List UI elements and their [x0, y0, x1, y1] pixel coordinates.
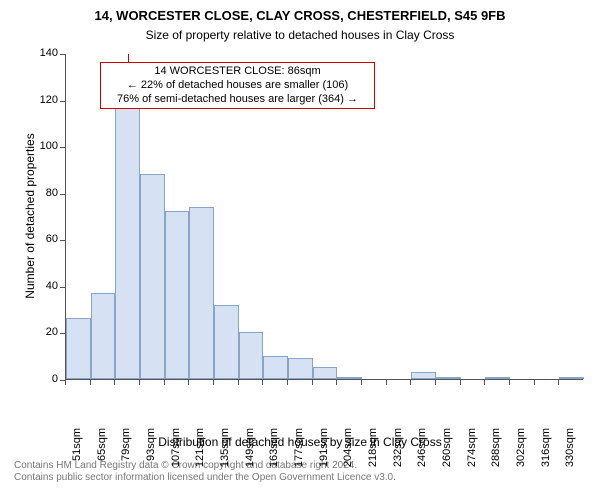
x-tick-mark	[90, 380, 91, 385]
x-tick-mark	[114, 380, 115, 385]
x-tick-label: 274sqm	[466, 428, 478, 474]
x-tick-label: 218sqm	[367, 428, 379, 474]
x-tick-label: 177sqm	[293, 428, 305, 474]
x-tick-mark	[558, 380, 559, 385]
histogram-bar	[337, 377, 362, 379]
histogram-bar	[214, 305, 239, 380]
y-tick-label: 80	[30, 187, 58, 199]
y-tick-mark	[60, 240, 65, 241]
chart-title-main: 14, WORCESTER CLOSE, CLAY CROSS, CHESTER…	[0, 8, 600, 23]
x-tick-label: 246sqm	[416, 428, 428, 474]
x-tick-mark	[287, 380, 288, 385]
histogram-bar	[140, 174, 165, 379]
x-tick-label: 288sqm	[490, 428, 502, 474]
histogram-bar	[189, 207, 214, 379]
annotation-line-1: 14 WORCESTER CLOSE: 86sqm	[105, 65, 370, 79]
x-tick-mark	[188, 380, 189, 385]
x-tick-label: 302sqm	[515, 428, 527, 474]
y-tick-label: 40	[30, 280, 58, 292]
x-tick-label: 135sqm	[219, 428, 231, 474]
y-tick-mark	[60, 147, 65, 148]
annotation-line-3: 76% of semi-detached houses are larger (…	[105, 93, 370, 107]
x-tick-mark	[386, 380, 387, 385]
x-tick-mark	[139, 380, 140, 385]
x-tick-label: 191sqm	[318, 428, 330, 474]
x-tick-mark	[410, 380, 411, 385]
x-tick-mark	[65, 380, 66, 385]
histogram-bar	[165, 211, 190, 379]
x-tick-label: 163sqm	[268, 428, 280, 474]
histogram-bar	[288, 358, 313, 379]
x-tick-label: 121sqm	[194, 428, 206, 474]
x-tick-mark	[164, 380, 165, 385]
y-tick-label: 20	[30, 326, 58, 338]
x-tick-mark	[534, 380, 535, 385]
x-tick-label: 65sqm	[96, 428, 108, 474]
chart-title-sub: Size of property relative to detached ho…	[0, 28, 600, 42]
x-tick-mark	[262, 380, 263, 385]
x-tick-label: 107sqm	[170, 428, 182, 474]
histogram-bar	[411, 372, 436, 379]
y-tick-label: 100	[30, 140, 58, 152]
histogram-bar	[485, 377, 510, 379]
x-tick-mark	[460, 380, 461, 385]
annotation-line-2: ← 22% of detached houses are smaller (10…	[105, 79, 370, 93]
y-tick-label: 0	[30, 373, 58, 385]
x-tick-label: 260sqm	[441, 428, 453, 474]
x-tick-mark	[484, 380, 485, 385]
histogram-bar	[239, 332, 264, 379]
x-tick-label: 232sqm	[392, 428, 404, 474]
histogram-bar	[313, 367, 338, 379]
x-tick-label: 316sqm	[540, 428, 552, 474]
x-tick-label: 93sqm	[145, 428, 157, 474]
x-tick-mark	[213, 380, 214, 385]
histogram-bar	[66, 318, 91, 379]
y-tick-label: 60	[30, 233, 58, 245]
x-tick-label: 149sqm	[244, 428, 256, 474]
y-tick-label: 120	[30, 94, 58, 106]
chart-container: 14, WORCESTER CLOSE, CLAY CROSS, CHESTER…	[0, 0, 600, 500]
x-tick-mark	[361, 380, 362, 385]
histogram-bar	[559, 377, 584, 379]
histogram-bar	[263, 356, 288, 379]
x-tick-mark	[435, 380, 436, 385]
x-tick-mark	[509, 380, 510, 385]
histogram-bar	[436, 377, 461, 379]
annotation-box: 14 WORCESTER CLOSE: 86sqm ← 22% of detac…	[100, 62, 375, 109]
y-tick-mark	[60, 194, 65, 195]
x-tick-mark	[238, 380, 239, 385]
histogram-bar	[91, 293, 116, 379]
x-tick-label: 204sqm	[342, 428, 354, 474]
histogram-bar	[115, 81, 140, 379]
x-tick-label: 51sqm	[71, 428, 83, 474]
x-tick-label: 79sqm	[120, 428, 132, 474]
y-tick-mark	[60, 287, 65, 288]
y-tick-label: 140	[30, 47, 58, 59]
y-tick-mark	[60, 333, 65, 334]
x-tick-mark	[312, 380, 313, 385]
y-tick-mark	[60, 54, 65, 55]
y-tick-mark	[60, 101, 65, 102]
x-tick-mark	[336, 380, 337, 385]
x-tick-label: 330sqm	[564, 428, 576, 474]
